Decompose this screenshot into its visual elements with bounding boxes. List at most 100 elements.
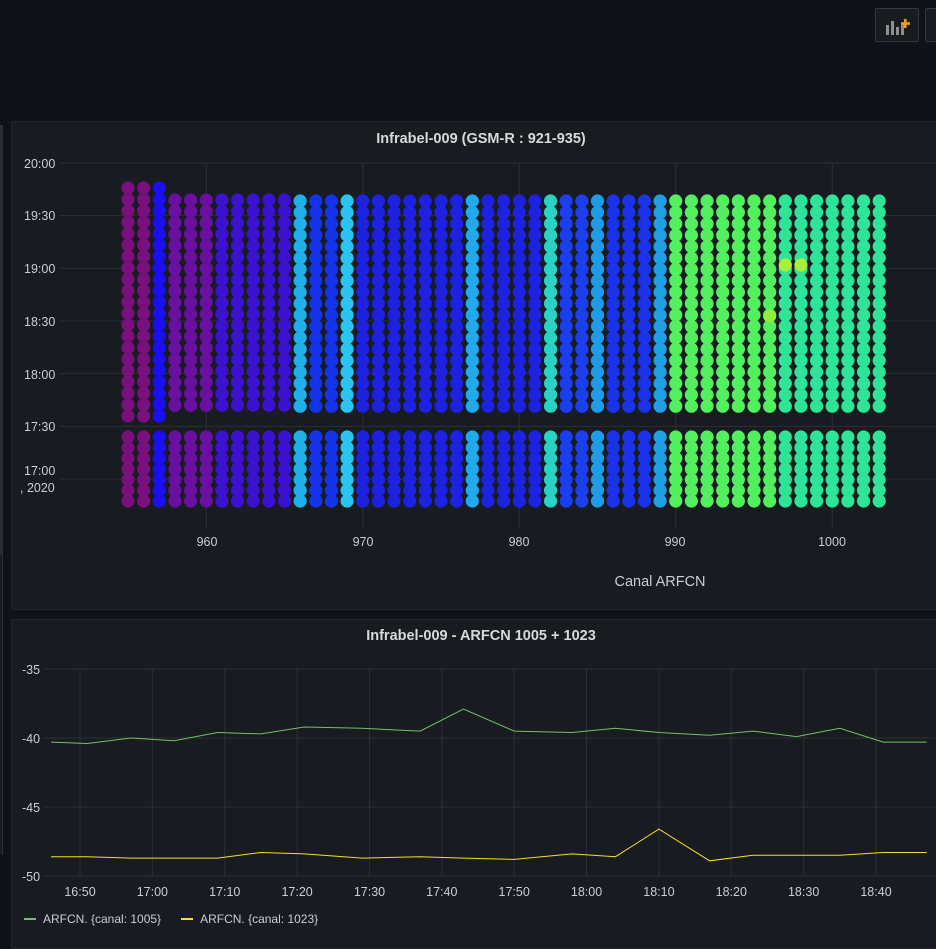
heatmap-cell [794, 441, 808, 455]
line-panel[interactable]: Infrabel-009 - ARFCN 1005 + 1023 [11, 619, 936, 949]
heatmap-cell [528, 331, 542, 345]
heatmap-cell [637, 354, 652, 368]
heatmap-cell [794, 308, 808, 322]
heatmap-cell [309, 473, 323, 487]
heatmap-cell [731, 451, 745, 465]
heatmap-cell [700, 473, 714, 487]
heatmap-cell [590, 441, 605, 455]
heatmap-cell [293, 205, 307, 219]
heatmap-cell [340, 297, 354, 311]
heatmap-cell [825, 388, 839, 402]
heatmap-cell [716, 205, 730, 219]
heatmap-cell [606, 251, 620, 265]
heatmap-cell [199, 341, 213, 355]
heatmap-cell [309, 217, 323, 231]
heatmap-cell [856, 473, 871, 487]
heatmap-cell [184, 462, 198, 476]
heatmap-cell [168, 261, 182, 275]
heatmap-cell [199, 353, 213, 367]
heatmap-cell [700, 308, 714, 322]
toolbar-button-more[interactable] [925, 8, 936, 42]
heatmap-cell [653, 240, 667, 254]
heatmap-cell [152, 249, 166, 263]
heatmap-cell [856, 399, 871, 413]
heatmap-cell [622, 217, 636, 231]
heatmap-cell [387, 342, 401, 356]
heatmap-cell [700, 365, 714, 379]
heatmap-cell [356, 194, 370, 208]
heatmap-cell [637, 388, 652, 402]
heatmap-cell [575, 205, 589, 219]
heatmap-cell [121, 430, 135, 444]
heatmap-cell [199, 451, 213, 465]
heatmap-cell [465, 240, 479, 254]
heatmap-cell [293, 354, 307, 368]
heatmap-cell [575, 483, 589, 497]
heatmap-cell [450, 365, 464, 379]
heatmap-cell [215, 307, 229, 321]
heatmap-cell [450, 308, 464, 322]
heatmap-cell [856, 297, 871, 311]
legend-item-1023[interactable]: ARFCN. {canal: 1023} [181, 912, 318, 926]
heatmap-cell [356, 342, 370, 356]
heatmap-cell [731, 441, 745, 455]
heatmap-cell [810, 473, 824, 487]
heatmap-cell [575, 331, 589, 345]
heatmap-cell [590, 462, 605, 476]
heatmap-cell [747, 217, 761, 231]
heatmap-cell [841, 354, 855, 368]
heatmap-cell [403, 441, 417, 455]
heatmap-cell [371, 262, 385, 276]
heatmap-cell [121, 386, 135, 400]
heatmap-cell [277, 353, 292, 367]
heatmap-cell [168, 364, 182, 378]
heatmap-cell [841, 342, 855, 356]
heatmap-cell [262, 216, 276, 230]
heatmap-cell [184, 353, 198, 367]
heatmap-cell [825, 365, 839, 379]
heatmap-cell [262, 227, 276, 241]
heatmap-cell [512, 342, 526, 356]
heatmap-cell [575, 473, 589, 487]
legend-item-1005[interactable]: ARFCN. {canal: 1005} [24, 912, 161, 926]
heatmap-cell [590, 205, 605, 219]
heatmap-cell [403, 462, 417, 476]
heatmap-cell [121, 341, 135, 355]
heatmap-cell [497, 365, 511, 379]
heatmap-cell [450, 217, 464, 231]
heatmap-cell [872, 217, 886, 231]
heatmap-cell [184, 204, 198, 218]
heatmap-cell [716, 194, 730, 208]
heatmap-cell [184, 341, 198, 355]
heatmap-cell [543, 194, 558, 208]
add-panel-button[interactable] [875, 8, 919, 42]
heatmap-cell [825, 251, 839, 265]
heatmap-cell [403, 376, 417, 390]
heatmap-cell [293, 228, 307, 242]
heatmap-cell [230, 441, 245, 455]
heatmap-cell [637, 194, 652, 208]
legend: ARFCN. {canal: 1005} ARFCN. {canal: 1023… [24, 912, 318, 926]
heatmap-cell [121, 451, 135, 465]
heatmap-cell [497, 319, 511, 333]
heatmap-cell [622, 365, 636, 379]
heatmap-cell [512, 205, 526, 219]
heatmap-cell [387, 441, 401, 455]
heatmap-cell [215, 441, 229, 455]
heatmap-cell [872, 473, 886, 487]
heatmap-cell [794, 331, 808, 345]
heatmap-cell [230, 473, 245, 487]
heatmap-cell [512, 240, 526, 254]
heatmap-cell [606, 451, 620, 465]
heatmap-cell [747, 462, 761, 476]
heatmap-cell [168, 330, 182, 344]
heatmap-cell [387, 308, 401, 322]
heatmap-cell [324, 194, 339, 208]
heatmap-cell [684, 217, 699, 231]
heatmap-cell [606, 376, 620, 390]
heatmap-cell [794, 205, 808, 219]
heatmap-cell [841, 430, 855, 444]
heatmap-cell [497, 342, 511, 356]
heatmap-cell [246, 227, 260, 241]
heatmap-cell [356, 319, 370, 333]
